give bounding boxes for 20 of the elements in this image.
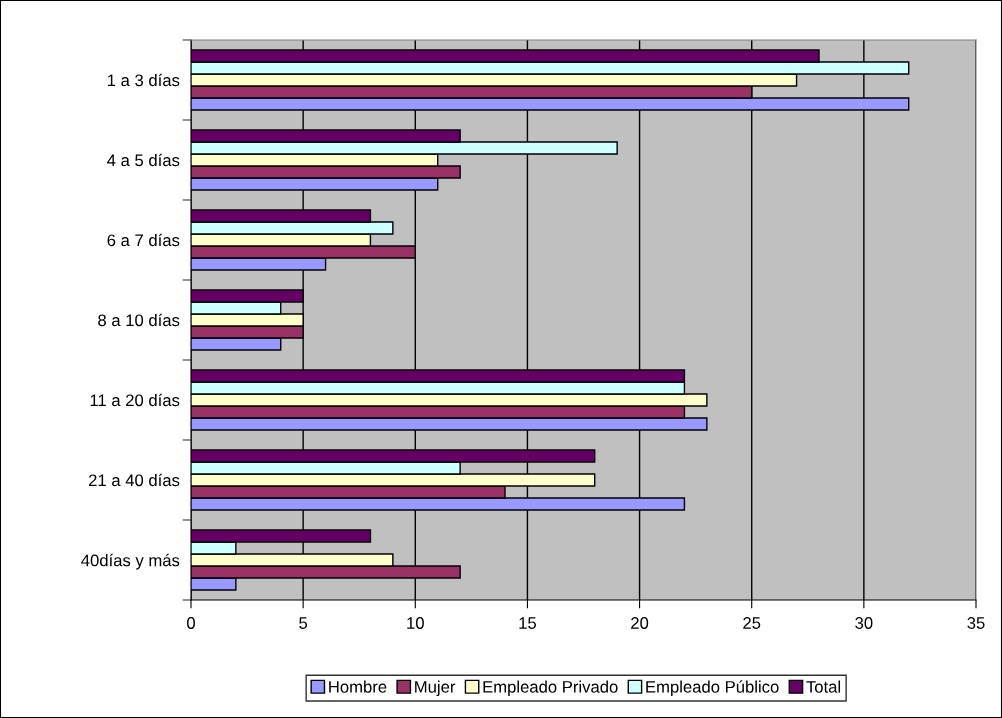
x-tick-label: 10 (407, 617, 424, 629)
y-tick-label: 8 a 10 días (98, 313, 180, 327)
x-tick-label: 5 (299, 617, 308, 629)
legend-label: Mujer (415, 680, 456, 697)
y-tick-label: 1 a 3 días (107, 73, 180, 87)
y-tick-label: 4 a 5 días (107, 153, 180, 167)
legend-label: Total (806, 680, 841, 693)
x-tick-label: 20 (631, 617, 649, 629)
legend-label: Empleado Público (646, 680, 779, 697)
x-tick-label: 0 (187, 617, 195, 629)
x-tick-label: 15 (519, 617, 536, 629)
y-tick-label: 21 a 40 días (89, 473, 180, 487)
x-tick-label: 35 (967, 617, 985, 629)
legend-label: Hombre (329, 680, 387, 693)
x-tick-label: 30 (855, 617, 873, 629)
y-tick-label: 6 a 7 días (107, 233, 180, 247)
y-tick-label: 40días y más (81, 553, 180, 570)
x-tick-label: 25 (743, 617, 761, 629)
legend-label: Empleado Privado (483, 680, 618, 697)
y-tick-label: 11 a 20 días (90, 393, 180, 407)
